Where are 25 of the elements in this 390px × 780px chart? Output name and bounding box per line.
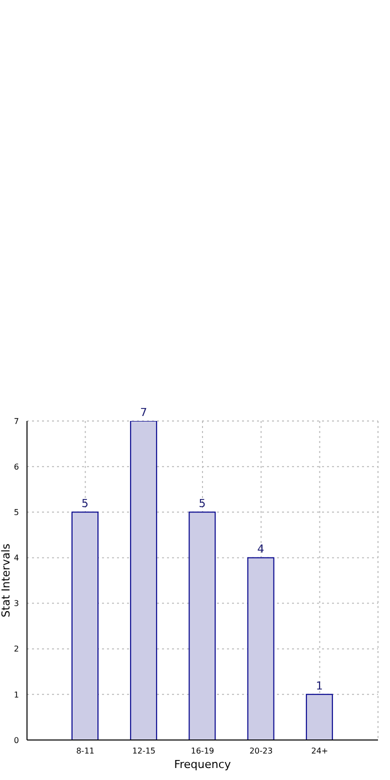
data-label: 7 [140,406,148,419]
y-tick-label: 0 [14,736,19,745]
data-label: 1 [316,679,323,692]
data-label: 4 [257,542,264,556]
y-tick-label: 1 [14,690,19,700]
bar [188,512,216,740]
y-tick-label: 3 [14,599,19,608]
y-tick-label: 2 [14,644,19,654]
x-tick-label: 20-23 [249,746,273,756]
data-label: 5 [82,497,88,510]
bar [306,694,333,740]
x-axis-title: Frequency [174,758,232,771]
y-tick-label: 7 [14,416,19,426]
bar [130,421,158,740]
x-tick-label: 24+ [311,746,328,756]
y-tick-label: 4 [14,554,19,563]
bar [247,557,274,740]
y-tick-label: 6 [14,462,19,472]
x-tick-label: 8-11 [76,746,94,756]
y-axis-title: Stat Intervals [0,543,12,618]
bar [72,512,98,740]
y-tick-label: 5 [14,508,19,517]
x-tick-label: 12-15 [132,746,156,756]
x-tick-label: 16-19 [190,746,214,756]
data-label: 5 [198,497,206,510]
